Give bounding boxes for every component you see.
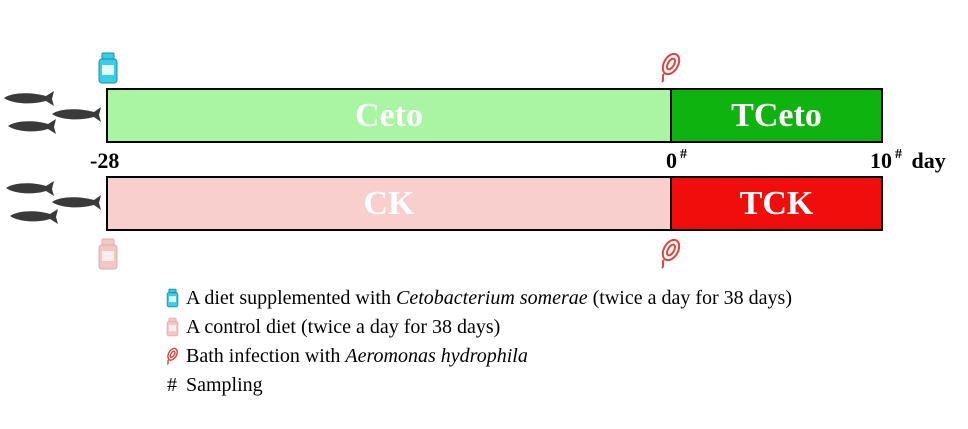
fish-group-top-icon bbox=[4, 91, 101, 134]
bacterium-top-icon bbox=[661, 52, 681, 83]
legend-item-ceto-diet: A diet supplemented with Cetobacterium s… bbox=[164, 287, 792, 309]
ceto-label: Ceto bbox=[355, 96, 423, 134]
tick-start: -28 bbox=[90, 148, 120, 173]
ceto-bottle-icon bbox=[98, 52, 118, 84]
legend-item-sampling: # Sampling bbox=[164, 374, 263, 396]
tceto-label: TCeto bbox=[731, 96, 822, 134]
tck-label: TCK bbox=[739, 184, 814, 222]
ceto-bottle-icon bbox=[164, 287, 180, 309]
sampling-mark-end: # bbox=[895, 147, 902, 162]
tck-bar: TCK bbox=[670, 176, 883, 231]
control-bottle-icon bbox=[98, 238, 118, 270]
tick-zero: 0 # bbox=[666, 147, 687, 173]
sampling-mark-zero: # bbox=[680, 147, 687, 162]
legend-item-infection: Bath infection with Aeromonas hydrophila bbox=[164, 345, 528, 367]
legend-item-control-diet: A control diet (twice a day for 38 days) bbox=[164, 316, 500, 338]
legend-text: A control diet (twice a day for 38 days) bbox=[186, 316, 501, 338]
legend-text: Bath infection with Aeromonas hydrophila bbox=[186, 345, 528, 367]
ceto-bar: Ceto bbox=[106, 88, 672, 143]
legend-text: Sampling bbox=[186, 374, 263, 396]
unit-label: day bbox=[911, 148, 946, 173]
hash-icon: # bbox=[167, 374, 177, 396]
ck-label: CK bbox=[363, 184, 415, 222]
tceto-bar: TCeto bbox=[670, 88, 883, 143]
fish-group-bottom-icon bbox=[6, 181, 101, 224]
tick-end: 10 # day bbox=[870, 147, 946, 173]
bacterium-icon bbox=[164, 345, 180, 367]
bacterium-bottom-icon bbox=[661, 238, 681, 269]
control-bottle-icon bbox=[164, 316, 180, 338]
ck-bar: CK bbox=[106, 176, 672, 231]
legend-text: A diet supplemented with Cetobacterium s… bbox=[186, 287, 792, 309]
